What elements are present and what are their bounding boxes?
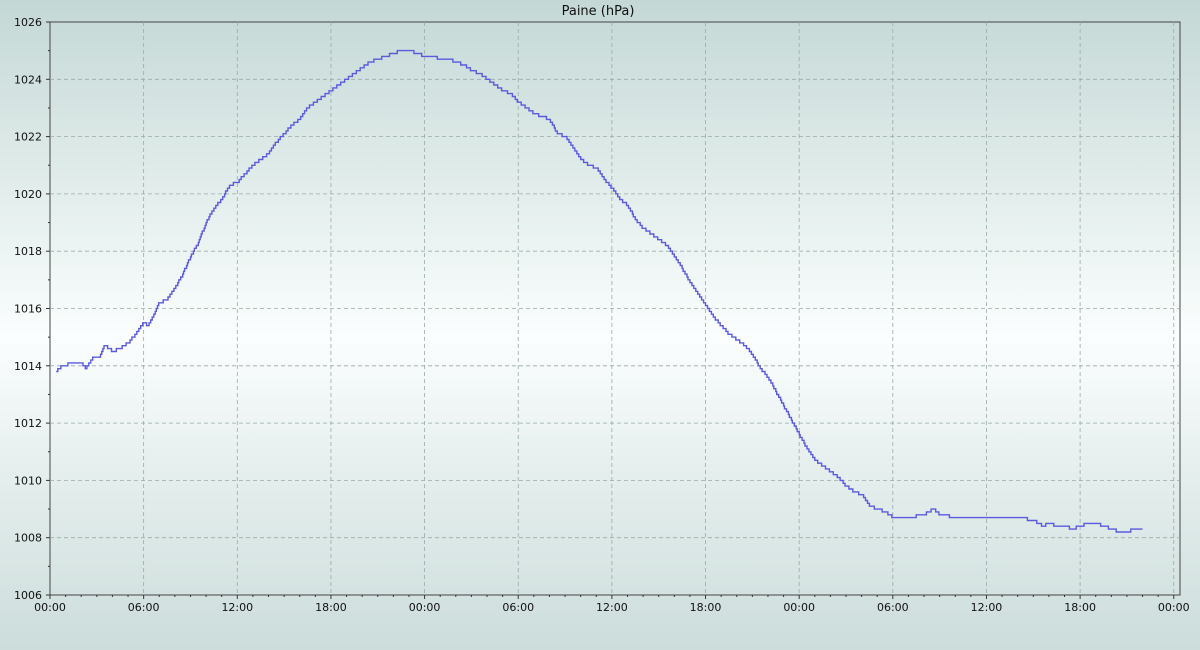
series-line	[56, 49, 1143, 533]
series-layer	[56, 49, 1143, 533]
x-tick-label: 06:00	[502, 601, 534, 614]
y-tick-label: 1016	[14, 303, 42, 316]
x-tick-label: 00:00	[409, 601, 441, 614]
x-tick-label: 00:00	[1158, 601, 1190, 614]
y-tick-label: 1008	[14, 532, 42, 545]
y-tick-label: 1018	[14, 245, 42, 258]
y-tick-label: 1020	[14, 188, 42, 201]
x-axis: 00:00 06:00 12:00 18:00 00:00 06:00 12:00 18:00…	[34, 595, 1190, 614]
y-tick-label: 1024	[14, 73, 42, 86]
x-tick-label: 00:00	[34, 601, 66, 614]
x-tick-label: 18:00	[690, 601, 722, 614]
x-tick-label: 12:00	[221, 601, 253, 614]
x-tick-label: 12:00	[971, 601, 1003, 614]
y-tick-label: 1022	[14, 131, 42, 144]
x-tick-label: 06:00	[128, 601, 160, 614]
x-tick-label: 06:00	[877, 601, 909, 614]
y-tick-label: 1014	[14, 360, 42, 373]
y-axis: 1006 1008 1010 1012 1014 1016 1018 1020 1022 1024…	[14, 16, 50, 602]
x-tick-label: 00:00	[783, 601, 815, 614]
y-tick-label: 1026	[14, 16, 42, 29]
x-tick-label: 12:00	[596, 601, 628, 614]
x-tick-label: 18:00	[315, 601, 347, 614]
y-tick-label: 1010	[14, 474, 42, 487]
y-tick-label: 1006	[14, 589, 42, 602]
y-tick-label: 1012	[14, 417, 42, 430]
x-tick-label: 18:00	[1064, 601, 1096, 614]
chart-title: Paine (hPa)	[562, 4, 635, 19]
grid-lines	[50, 22, 1180, 595]
